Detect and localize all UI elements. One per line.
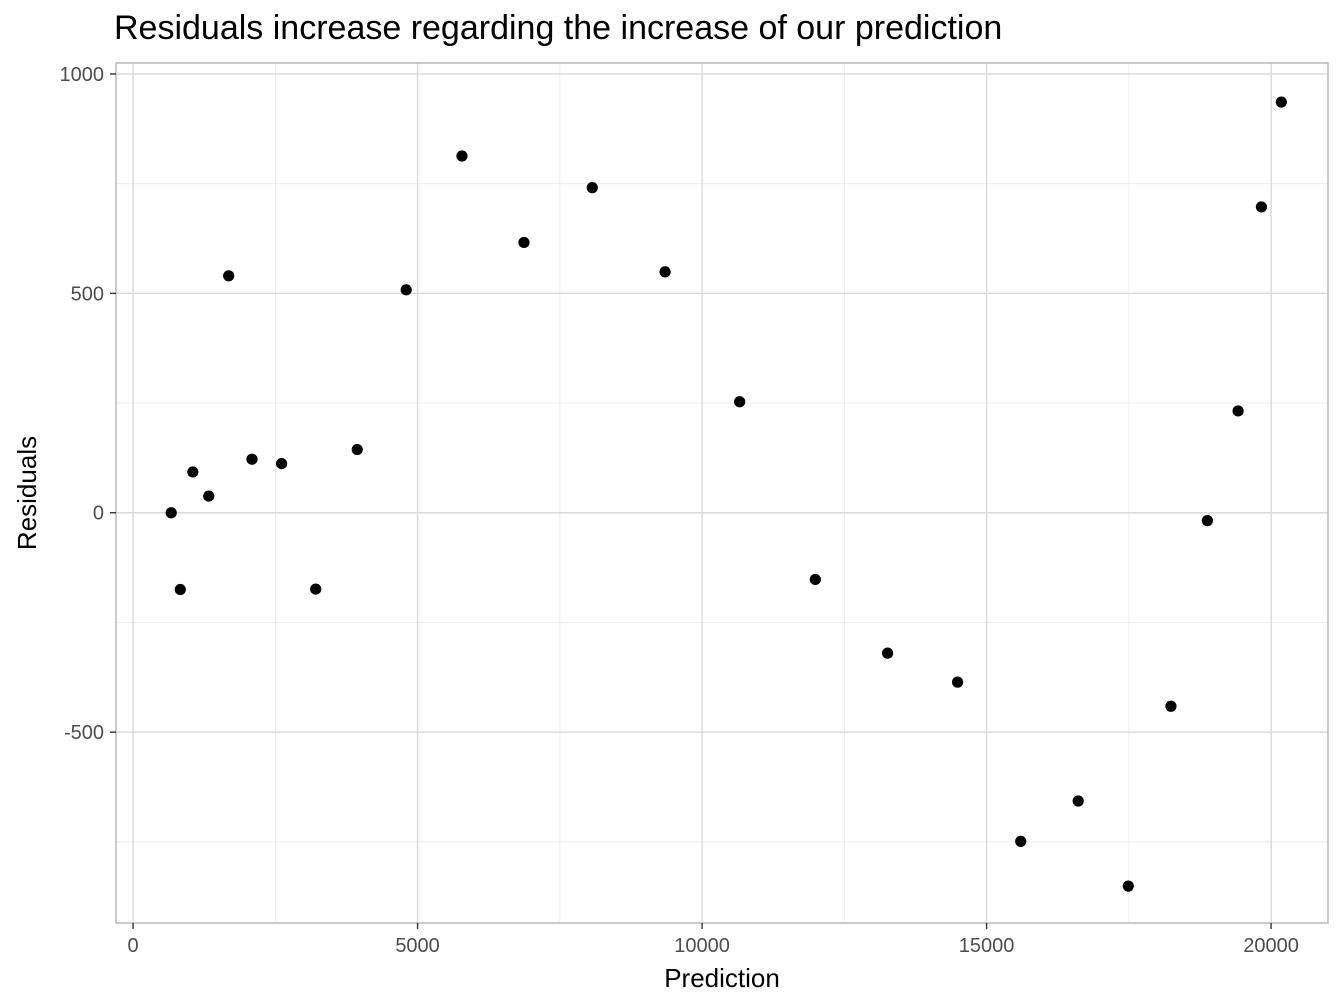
data-point <box>734 396 746 408</box>
y-axis: -500 0 500 1000 <box>60 64 116 744</box>
minor-grid <box>116 63 1328 923</box>
data-point <box>1275 96 1287 108</box>
y-tick-label: -500 <box>64 722 104 744</box>
data-point <box>1255 201 1268 213</box>
data-point <box>400 284 412 296</box>
x-tick-label: 10000 <box>674 935 730 957</box>
data-point <box>809 573 821 586</box>
data-point <box>187 466 199 478</box>
data-point <box>351 443 363 456</box>
data-point <box>518 236 530 249</box>
plot-panel <box>115 62 1329 924</box>
data-point <box>223 270 235 282</box>
y-tick-label: 1000 <box>60 64 105 86</box>
data-point <box>456 150 468 162</box>
data-point <box>1201 515 1213 527</box>
data-point <box>1015 835 1027 847</box>
x-tick-label: 5000 <box>395 935 440 957</box>
data-point <box>951 676 964 688</box>
x-tick-label: 0 <box>128 935 139 957</box>
data-point <box>165 507 177 519</box>
data-point <box>174 583 186 596</box>
y-axis-title: Residuals <box>12 436 42 550</box>
data-point <box>1072 795 1084 807</box>
data-point <box>310 583 322 595</box>
y-tick-label: 500 <box>71 283 104 305</box>
data-point <box>203 490 215 502</box>
x-tick-label: 15000 <box>959 935 1015 957</box>
x-tick-label: 20000 <box>1243 935 1299 957</box>
data-point <box>275 458 288 470</box>
data-point <box>1122 880 1134 892</box>
data-point <box>659 266 671 278</box>
x-axis-title: Prediction <box>664 963 780 993</box>
y-tick-label: 0 <box>93 503 104 525</box>
x-axis: 0 5000 10000 15000 20000 <box>128 923 1299 957</box>
data-point <box>881 647 894 659</box>
data-points <box>165 96 1287 892</box>
data-point <box>246 453 258 465</box>
chart-title: Residuals increase regarding the increas… <box>114 9 1002 47</box>
data-point <box>1165 700 1177 712</box>
data-point <box>586 182 598 194</box>
major-grid <box>116 63 1328 923</box>
data-point <box>1232 405 1244 417</box>
